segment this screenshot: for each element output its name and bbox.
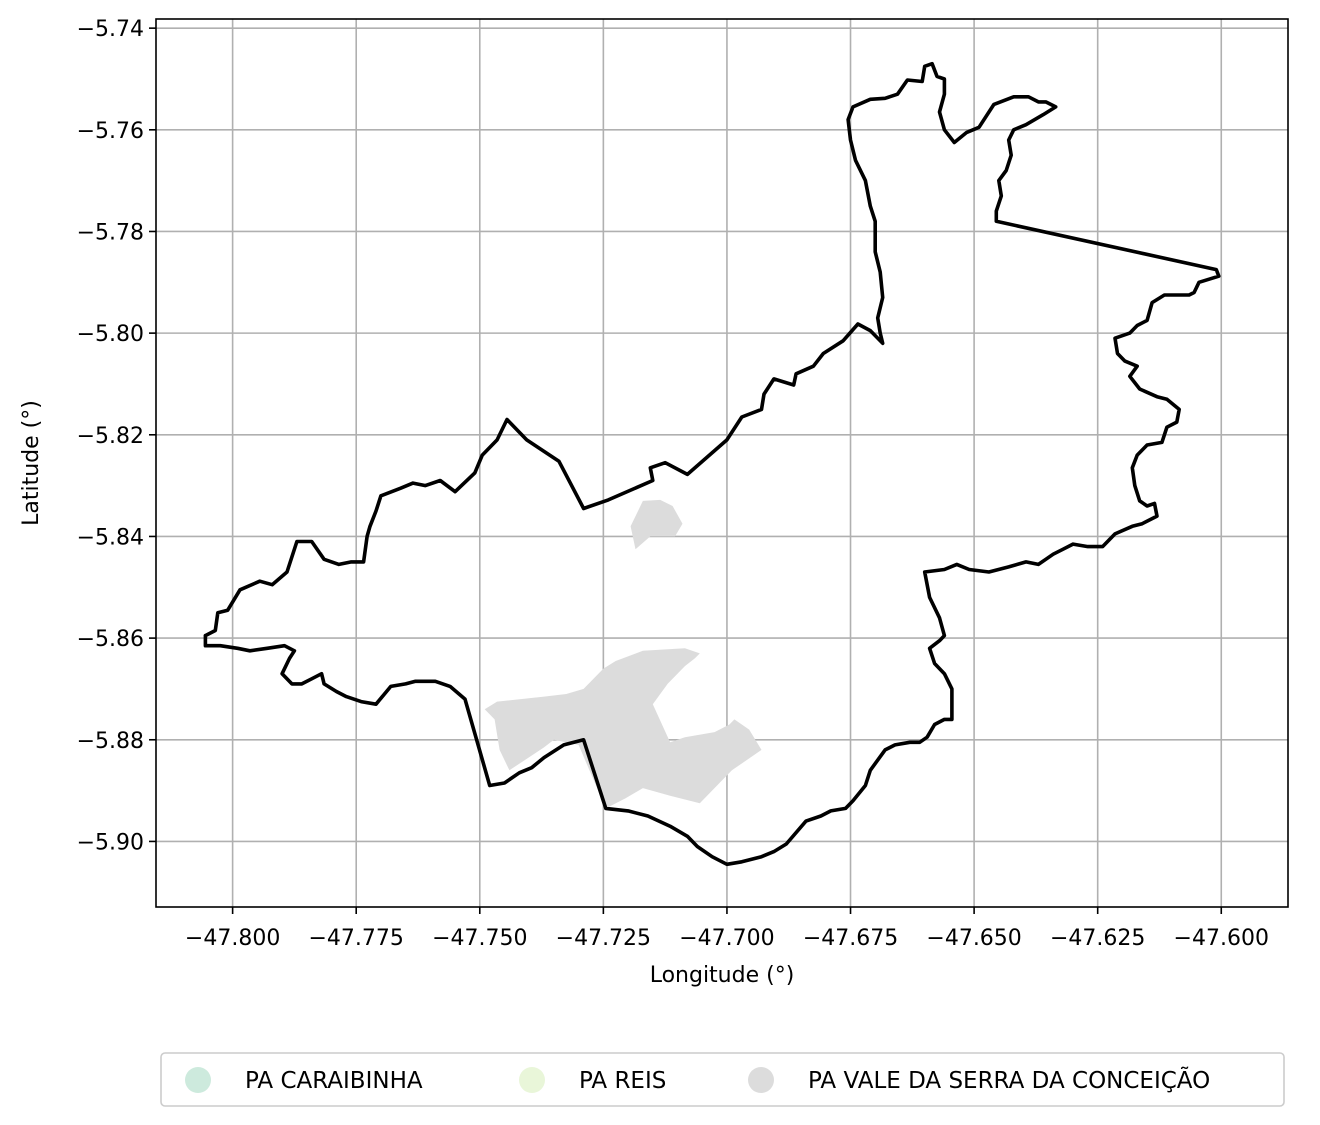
y-tick-label: −5.80 <box>77 322 144 347</box>
x-tick-label: −47.625 <box>1050 926 1145 951</box>
x-tick-label: −47.775 <box>308 926 403 951</box>
x-tick-label: −47.650 <box>926 926 1021 951</box>
y-tick-label: −5.88 <box>77 729 144 754</box>
y-tick-label: −5.78 <box>77 220 144 245</box>
x-tick-label: −47.700 <box>679 926 774 951</box>
plot-frame <box>155 18 1289 908</box>
legend-label: PA VALE DA SERRA DA CONCEIÇÃO <box>808 1066 1210 1094</box>
x-tick-label: −47.600 <box>1174 926 1269 951</box>
y-tick-label: −5.86 <box>77 627 144 652</box>
y-tick-label: −5.90 <box>77 830 144 855</box>
region-vale-da-serra <box>630 499 683 550</box>
y-tick-label: −5.76 <box>77 119 144 144</box>
legend-marker <box>748 1067 774 1093</box>
x-tick-label: −47.750 <box>432 926 527 951</box>
municipality-boundary <box>203 61 1221 867</box>
x-tick-label: −47.800 <box>185 926 280 951</box>
legend-marker <box>185 1067 211 1093</box>
y-tick-label: −5.74 <box>77 17 144 42</box>
region-vale-da-serra <box>484 648 762 809</box>
legend-frame <box>160 1052 1285 1107</box>
legend: PA CARAIBINHA PA REIS PA VALE DA SERRA DA … <box>160 1052 1285 1107</box>
x-axis-ticks: −47.800 −47.775 −47.750 −47.725 −47.700 −47.6… <box>185 907 1269 951</box>
y-axis-label: Latitude (°) <box>19 400 44 526</box>
x-axis-label: Longitude (°) <box>650 963 795 988</box>
legend-marker <box>519 1067 545 1093</box>
y-tick-label: −5.84 <box>77 525 144 550</box>
map-regions <box>484 499 762 809</box>
y-axis-ticks: −5.74 −5.76 −5.78 −5.80 −5.82 −5.84 −5.86 −5.88… <box>77 17 156 855</box>
grid-lines <box>156 19 1288 907</box>
boundary-outline <box>203 61 1221 867</box>
x-tick-label: −47.725 <box>556 926 651 951</box>
y-tick-label: −5.82 <box>77 424 144 449</box>
legend-entries: PA CARAIBINHA PA REIS PA VALE DA SERRA DA … <box>185 1066 1210 1094</box>
legend-label: PA CARAIBINHA <box>245 1068 423 1094</box>
x-tick-label: −47.675 <box>803 926 898 951</box>
legend-label: PA REIS <box>579 1068 666 1094</box>
